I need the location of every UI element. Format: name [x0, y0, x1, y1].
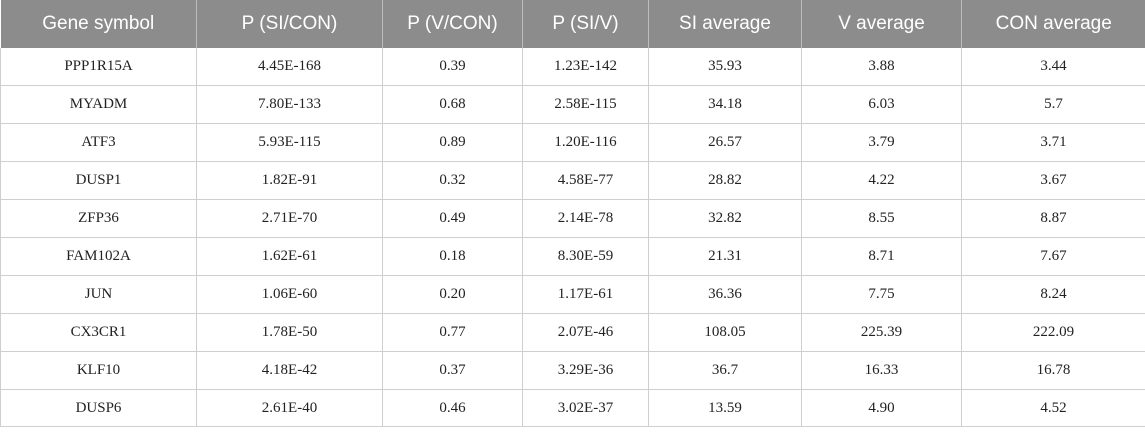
cell-gene-symbol: FAM102A: [0, 237, 197, 276]
cell-si-average: 108.05: [648, 313, 802, 352]
cell-p-v-con: 0.77: [382, 313, 523, 352]
header-con-average: CON average: [961, 0, 1145, 48]
cell-p-si-con: 1.82E-91: [196, 161, 383, 200]
cell-v-average: 3.88: [801, 48, 962, 86]
header-row: Gene symbol P (SI/CON) P (V/CON) P (SI/V…: [0, 0, 1145, 48]
cell-p-v-con: 0.37: [382, 351, 523, 390]
cell-si-average: 32.82: [648, 199, 802, 238]
cell-v-average: 4.22: [801, 161, 962, 200]
cell-p-si-v: 4.58E-77: [522, 161, 649, 200]
cell-v-average: 3.79: [801, 123, 962, 162]
cell-p-si-v: 3.02E-37: [522, 389, 649, 427]
header-p-si-v: P (SI/V): [522, 0, 649, 48]
cell-con-average: 3.67: [961, 161, 1145, 200]
table-row: FAM102A 1.62E-61 0.18 8.30E-59 21.31 8.7…: [0, 237, 1145, 276]
cell-p-si-con: 1.78E-50: [196, 313, 383, 352]
table-row: PPP1R15A 4.45E-168 0.39 1.23E-142 35.93 …: [0, 48, 1145, 86]
cell-con-average: 7.67: [961, 237, 1145, 276]
cell-p-v-con: 0.32: [382, 161, 523, 200]
header-si-average: SI average: [648, 0, 802, 48]
cell-p-si-v: 2.14E-78: [522, 199, 649, 238]
cell-gene-symbol: MYADM: [0, 85, 197, 124]
cell-p-si-v: 2.07E-46: [522, 313, 649, 352]
cell-p-v-con: 0.20: [382, 275, 523, 314]
cell-con-average: 8.87: [961, 199, 1145, 238]
cell-si-average: 36.7: [648, 351, 802, 390]
header-gene-symbol: Gene symbol: [0, 0, 197, 48]
table-body: PPP1R15A 4.45E-168 0.39 1.23E-142 35.93 …: [0, 48, 1145, 427]
cell-p-si-con: 4.18E-42: [196, 351, 383, 390]
cell-p-v-con: 0.39: [382, 48, 523, 86]
cell-p-si-con: 1.62E-61: [196, 237, 383, 276]
cell-con-average: 3.44: [961, 48, 1145, 86]
table-row: DUSP6 2.61E-40 0.46 3.02E-37 13.59 4.90 …: [0, 389, 1145, 427]
table-row: KLF10 4.18E-42 0.37 3.29E-36 36.7 16.33 …: [0, 351, 1145, 390]
cell-gene-symbol: KLF10: [0, 351, 197, 390]
cell-si-average: 26.57: [648, 123, 802, 162]
cell-p-si-con: 4.45E-168: [196, 48, 383, 86]
table-row: CX3CR1 1.78E-50 0.77 2.07E-46 108.05 225…: [0, 313, 1145, 352]
cell-v-average: 7.75: [801, 275, 962, 314]
cell-gene-symbol: DUSP1: [0, 161, 197, 200]
cell-gene-symbol: JUN: [0, 275, 197, 314]
cell-v-average: 4.90: [801, 389, 962, 427]
cell-p-si-con: 5.93E-115: [196, 123, 383, 162]
cell-p-si-v: 1.23E-142: [522, 48, 649, 86]
cell-p-si-v: 3.29E-36: [522, 351, 649, 390]
cell-p-si-v: 1.20E-116: [522, 123, 649, 162]
cell-con-average: 222.09: [961, 313, 1145, 352]
table-row: JUN 1.06E-60 0.20 1.17E-61 36.36 7.75 8.…: [0, 275, 1145, 314]
cell-si-average: 35.93: [648, 48, 802, 86]
cell-p-si-v: 1.17E-61: [522, 275, 649, 314]
cell-con-average: 5.7: [961, 85, 1145, 124]
cell-con-average: 3.71: [961, 123, 1145, 162]
table-header: Gene symbol P (SI/CON) P (V/CON) P (SI/V…: [0, 0, 1145, 48]
cell-v-average: 8.71: [801, 237, 962, 276]
cell-con-average: 8.24: [961, 275, 1145, 314]
cell-si-average: 36.36: [648, 275, 802, 314]
cell-si-average: 21.31: [648, 237, 802, 276]
cell-p-si-con: 1.06E-60: [196, 275, 383, 314]
cell-p-si-v: 8.30E-59: [522, 237, 649, 276]
cell-p-v-con: 0.18: [382, 237, 523, 276]
header-v-average: V average: [801, 0, 962, 48]
table-row: DUSP1 1.82E-91 0.32 4.58E-77 28.82 4.22 …: [0, 161, 1145, 200]
cell-v-average: 225.39: [801, 313, 962, 352]
table-row: ZFP36 2.71E-70 0.49 2.14E-78 32.82 8.55 …: [0, 199, 1145, 238]
header-p-v-con: P (V/CON): [382, 0, 523, 48]
cell-v-average: 8.55: [801, 199, 962, 238]
cell-gene-symbol: PPP1R15A: [0, 48, 197, 86]
cell-si-average: 28.82: [648, 161, 802, 200]
cell-p-si-con: 7.80E-133: [196, 85, 383, 124]
cell-p-v-con: 0.46: [382, 389, 523, 427]
cell-si-average: 34.18: [648, 85, 802, 124]
cell-gene-symbol: DUSP6: [0, 389, 197, 427]
cell-gene-symbol: ZFP36: [0, 199, 197, 238]
cell-gene-symbol: ATF3: [0, 123, 197, 162]
cell-p-v-con: 0.89: [382, 123, 523, 162]
cell-con-average: 16.78: [961, 351, 1145, 390]
cell-p-v-con: 0.49: [382, 199, 523, 238]
cell-si-average: 13.59: [648, 389, 802, 427]
cell-gene-symbol: CX3CR1: [0, 313, 197, 352]
cell-p-v-con: 0.68: [382, 85, 523, 124]
cell-p-si-con: 2.71E-70: [196, 199, 383, 238]
cell-p-si-v: 2.58E-115: [522, 85, 649, 124]
cell-v-average: 6.03: [801, 85, 962, 124]
table-row: MYADM 7.80E-133 0.68 2.58E-115 34.18 6.0…: [0, 85, 1145, 124]
header-p-si-con: P (SI/CON): [196, 0, 383, 48]
cell-v-average: 16.33: [801, 351, 962, 390]
cell-con-average: 4.52: [961, 389, 1145, 427]
cell-p-si-con: 2.61E-40: [196, 389, 383, 427]
table-row: ATF3 5.93E-115 0.89 1.20E-116 26.57 3.79…: [0, 123, 1145, 162]
